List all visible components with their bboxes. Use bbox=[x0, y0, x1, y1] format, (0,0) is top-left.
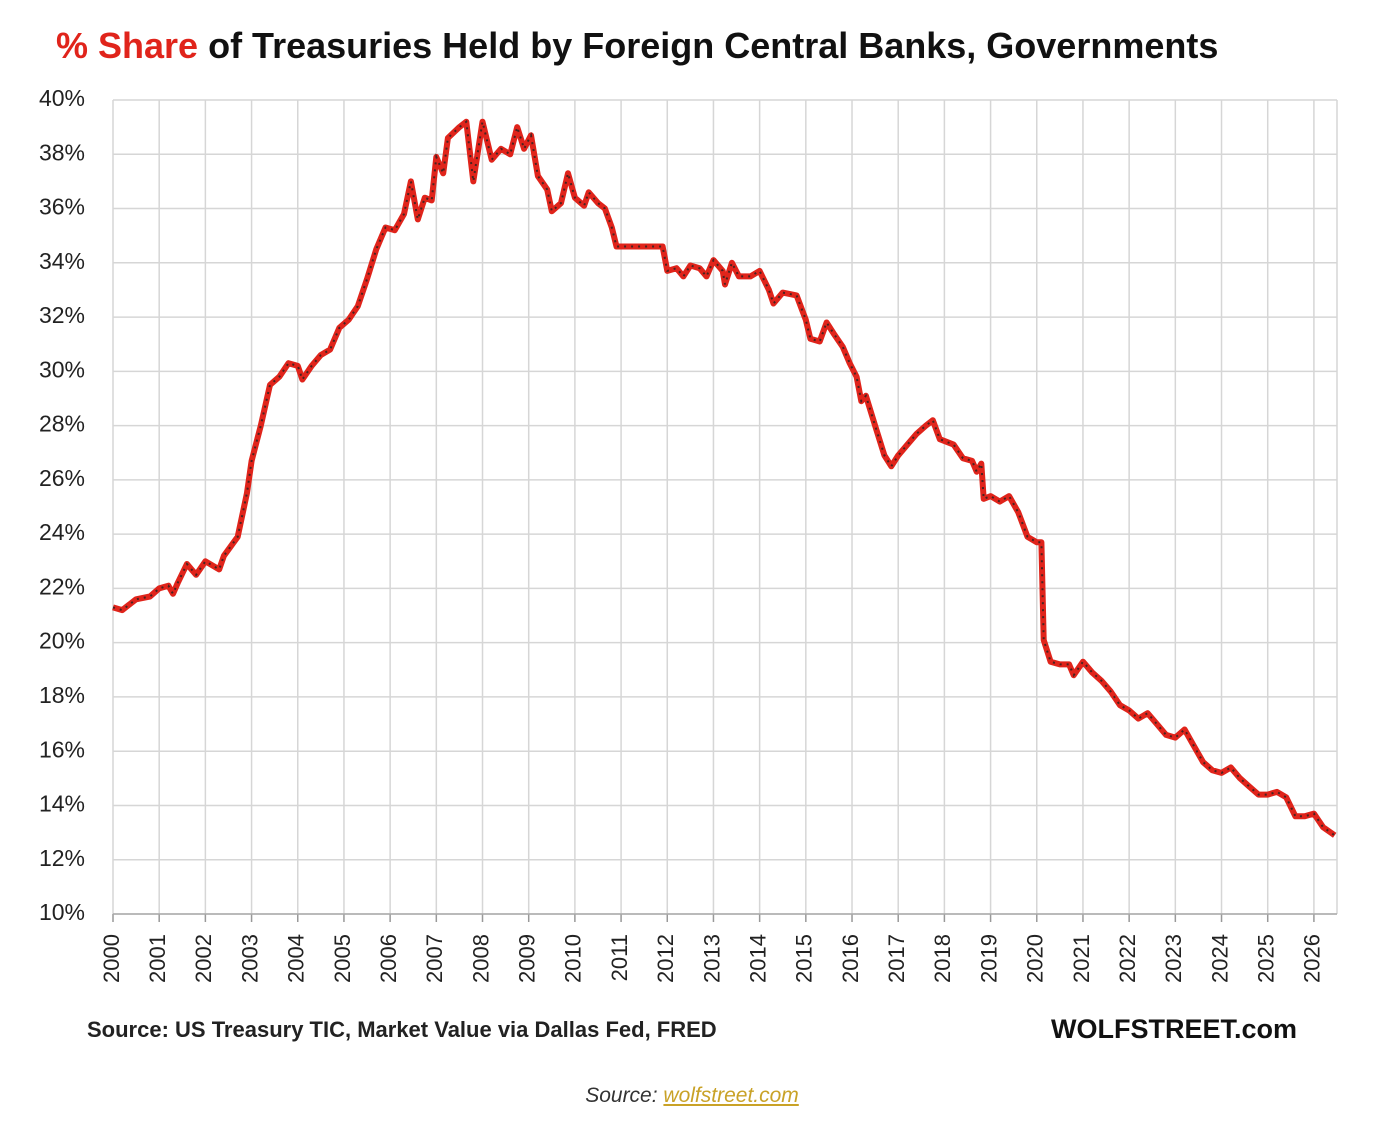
chart: % Share of Treasuries Held by Foreign Cen… bbox=[39, 25, 1338, 1044]
x-tick-label: 2019 bbox=[976, 934, 1001, 983]
y-tick-label: 24% bbox=[39, 519, 85, 545]
y-tick-label: 16% bbox=[39, 736, 85, 762]
caption-prefix: Source: bbox=[585, 1084, 658, 1107]
x-tick-label: 2007 bbox=[422, 934, 447, 983]
x-tick-label: 2012 bbox=[653, 934, 678, 983]
x-tick-label: 2021 bbox=[1069, 934, 1094, 983]
x-tick-label: 2000 bbox=[99, 934, 124, 983]
caption: Source: wolfstreet.com bbox=[0, 1084, 1384, 1108]
x-tick-label: 2025 bbox=[1254, 934, 1279, 983]
source-link[interactable]: wolfstreet.com bbox=[663, 1084, 799, 1107]
x-tick-label: 2008 bbox=[468, 934, 493, 983]
y-tick-label: 40% bbox=[39, 85, 85, 111]
x-tick-label: 2010 bbox=[561, 934, 586, 983]
line-dots bbox=[112, 119, 1336, 837]
y-tick-label: 34% bbox=[39, 248, 85, 274]
x-tick-label: 2015 bbox=[792, 934, 817, 983]
x-tick-label: 2018 bbox=[930, 934, 955, 983]
brand: WOLFSTREET.com bbox=[1051, 1014, 1297, 1044]
y-tick-label: 32% bbox=[39, 302, 85, 328]
y-tick-label: 26% bbox=[39, 465, 85, 491]
y-tick-label: 10% bbox=[39, 899, 85, 925]
x-tick-label: 2016 bbox=[838, 934, 863, 983]
x-tick-label: 2001 bbox=[145, 934, 170, 983]
x-tick-label: 2004 bbox=[284, 934, 309, 983]
y-tick-label: 38% bbox=[39, 139, 85, 165]
y-tick-label: 12% bbox=[39, 845, 85, 871]
line bbox=[112, 118, 1337, 838]
x-tick-label: 2022 bbox=[1115, 934, 1140, 983]
title-highlight: % Share bbox=[56, 25, 198, 66]
x-tick-label: 2014 bbox=[745, 934, 770, 983]
y-tick-label: 36% bbox=[39, 194, 85, 220]
title-text: of Treasuries Held by Foreign Central Ba… bbox=[208, 25, 1218, 66]
y-tick-label: 22% bbox=[39, 573, 85, 599]
x-tick-label: 2002 bbox=[191, 934, 216, 983]
y-tick-label: 30% bbox=[39, 356, 85, 382]
chart-title: % Share of Treasuries Held by Foreign Cen… bbox=[56, 25, 1218, 66]
x-tick-label: 2023 bbox=[1161, 934, 1186, 983]
x-tick-label: 2013 bbox=[699, 934, 724, 983]
x-tick-label: 2006 bbox=[376, 934, 401, 983]
x-tick-label: 2020 bbox=[1023, 934, 1048, 983]
x-tick-label: 2005 bbox=[330, 934, 355, 983]
source-note: Source: US Treasury TIC, Market Value vi… bbox=[87, 1017, 717, 1042]
y-tick-label: 28% bbox=[39, 411, 85, 437]
x-tick-label: 2011 bbox=[607, 934, 632, 981]
y-tick-label: 18% bbox=[39, 682, 85, 708]
x-tick-label: 2017 bbox=[884, 934, 909, 983]
x-tick-label: 2026 bbox=[1300, 934, 1325, 983]
x-tick-label: 2009 bbox=[515, 934, 540, 983]
y-tick-label: 20% bbox=[39, 628, 85, 654]
x-tick-label: 2024 bbox=[1207, 934, 1232, 983]
y-tick-label: 14% bbox=[39, 791, 85, 817]
x-tick-label: 2003 bbox=[237, 934, 262, 983]
